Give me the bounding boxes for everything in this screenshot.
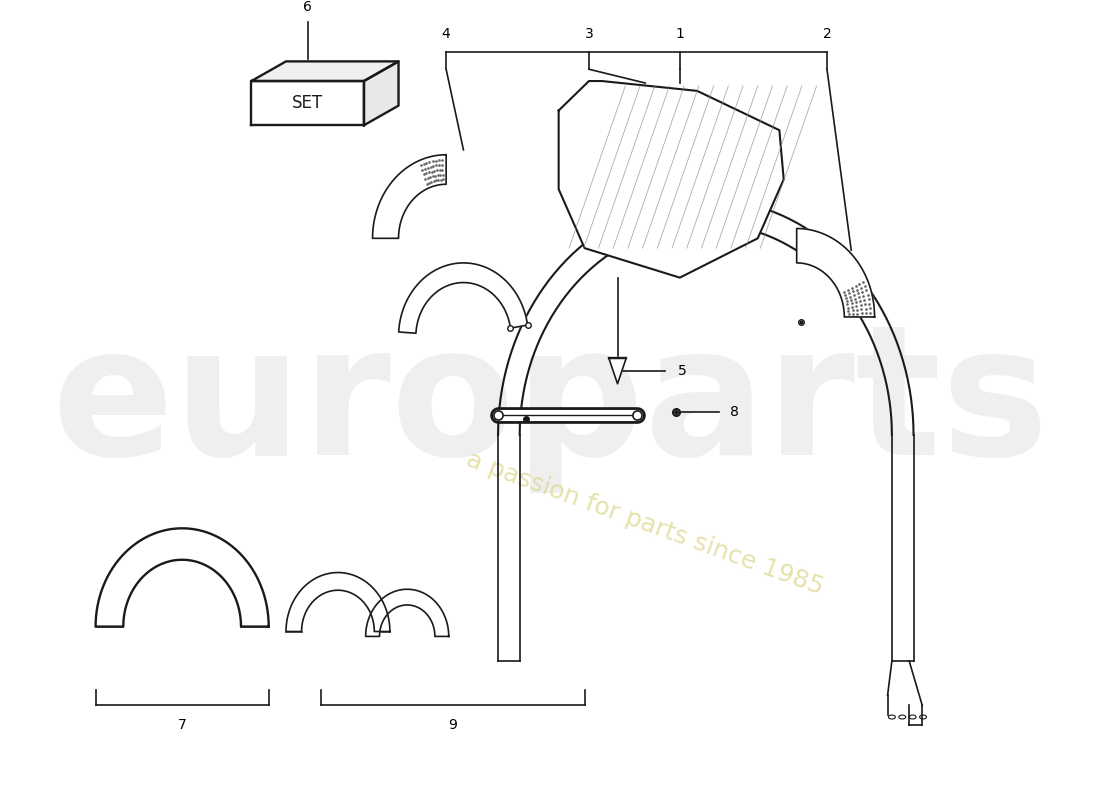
Text: 8: 8	[730, 406, 739, 419]
Text: 3: 3	[584, 27, 593, 41]
Text: 6: 6	[304, 0, 312, 14]
Polygon shape	[96, 528, 268, 626]
Polygon shape	[373, 154, 447, 238]
Text: 1: 1	[675, 27, 684, 41]
Text: 5: 5	[678, 364, 686, 378]
Polygon shape	[252, 62, 398, 81]
Polygon shape	[398, 263, 528, 334]
Polygon shape	[286, 573, 389, 631]
Text: 2: 2	[823, 27, 832, 41]
Text: 7: 7	[178, 718, 187, 732]
Polygon shape	[252, 81, 364, 126]
Polygon shape	[365, 590, 449, 637]
Polygon shape	[559, 81, 783, 278]
Text: europarts: europarts	[52, 318, 1048, 494]
Polygon shape	[796, 229, 874, 317]
Polygon shape	[364, 62, 398, 126]
Text: SET: SET	[293, 94, 323, 112]
Text: 4: 4	[442, 27, 451, 41]
Text: a passion for parts since 1985: a passion for parts since 1985	[463, 447, 827, 599]
Text: 9: 9	[448, 718, 456, 732]
Polygon shape	[609, 358, 626, 384]
